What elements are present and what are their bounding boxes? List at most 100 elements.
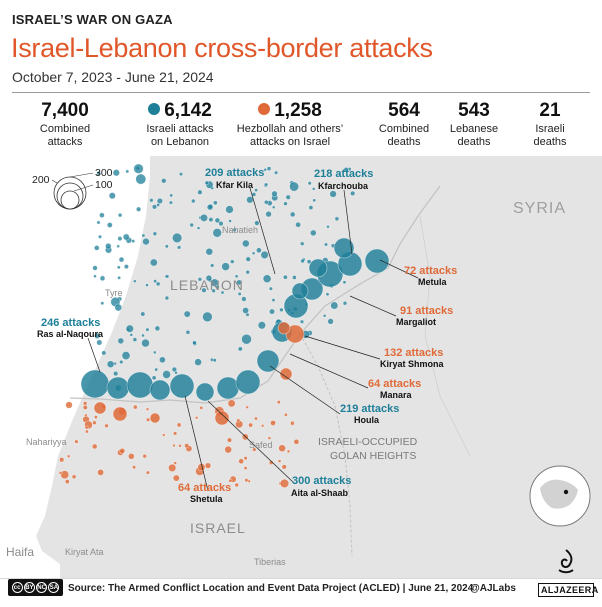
- lebanese-attack-dot: [85, 429, 89, 434]
- kicker: ISRAEL’S WAR ON GAZA: [12, 12, 173, 27]
- lebanese-attack-dot: [267, 436, 272, 440]
- attack-map[interactable]: SYRIA LEBANON ISRAELI-OCCUPIED GOLAN HEI…: [0, 156, 602, 578]
- israeli-attack-dot: [189, 222, 194, 228]
- israeli-attack-dot: [141, 338, 150, 348]
- callout-place: Shetula: [190, 494, 224, 504]
- license-badge: cc BY NC SA: [8, 579, 63, 596]
- israeli-attack-dot: [342, 301, 348, 306]
- israeli-attack-dot: [174, 371, 178, 375]
- israeli-attack-dot: [326, 224, 330, 229]
- israeli-attack-dot: [133, 279, 137, 283]
- leader-lines: [87, 187, 419, 492]
- israeli-attack-dot: [230, 259, 235, 264]
- israeli-attack-dot: [246, 196, 254, 204]
- lebanese-attack-dot: [74, 439, 79, 444]
- locator-globe: [529, 465, 591, 527]
- israeli-attack-dot: [271, 298, 276, 303]
- israeli-attack-dot: [343, 166, 349, 173]
- israeli-attack-dot: [149, 258, 158, 267]
- israeli-attack-dot: [96, 170, 101, 176]
- israeli-attack-dot: [350, 190, 356, 197]
- leader-line: [249, 187, 276, 275]
- israeli-attack-dot: [262, 274, 272, 283]
- israeli-attack-dot: [96, 220, 101, 225]
- lebanese-attack-dot: [227, 399, 236, 408]
- stat-lebanese-deaths: 543 Lebanese deaths: [442, 100, 506, 149]
- callout-place: Kfarchouba: [318, 181, 369, 191]
- header-divider: [12, 92, 590, 93]
- callout-count: 64 attacks: [178, 482, 231, 494]
- stat-combined-attacks: 7,400 Combined attacks: [20, 100, 110, 149]
- lebanese-attack-dot: [119, 447, 126, 454]
- israeli-attack-dot: [228, 219, 232, 223]
- leader-line: [289, 353, 369, 389]
- lebanese-attack-dot: [244, 478, 249, 483]
- callout-shetula: 64 attacks Shetula: [178, 482, 231, 504]
- lebanese-attack-dot: [276, 400, 281, 405]
- stat-label: Israeli attacks on Lebanon: [146, 123, 214, 148]
- israeli-attack-dot: [162, 370, 171, 379]
- stat-lebanese-attacks: 1,258 Hezbollah and others’ attacks on Is…: [224, 100, 356, 149]
- lebanese-attack-dot: [97, 468, 104, 476]
- lebanese-attack-dot: [254, 416, 258, 421]
- lebanese-attack-dot: [91, 443, 98, 450]
- israeli-attack-dot: [311, 187, 316, 191]
- israeli-attack-dot: [158, 356, 166, 364]
- israeli-attack-dot: [117, 337, 125, 345]
- israeli-attack-dot: [327, 318, 334, 325]
- lebanese-attack-dot: [133, 404, 138, 410]
- israeli-attack-dot: [153, 279, 158, 284]
- israeli-attack-dot: [156, 197, 163, 205]
- israeli-attack-cluster: [106, 376, 130, 400]
- israeli-attack-cluster: [364, 248, 390, 274]
- israeli-attack-dot: [119, 359, 124, 365]
- israeli-attack-dot: [132, 337, 138, 342]
- israeli-attack-dot: [196, 226, 201, 230]
- lebanese-attack-dot: [252, 447, 257, 452]
- stat-label: Combined attacks: [39, 123, 91, 148]
- israeli-attack-dot: [210, 278, 219, 287]
- israeli-attack-dot: [142, 237, 150, 246]
- israeli-attack-dot: [254, 220, 260, 226]
- israeli-attack-dot: [251, 251, 256, 256]
- israeli-attack-dot: [322, 314, 327, 318]
- israeli-attack-dot: [101, 350, 107, 356]
- israeli-attack-dot: [123, 264, 129, 270]
- israeli-attack-dot: [210, 263, 215, 268]
- israeli-attack-dot: [254, 188, 259, 193]
- lebanese-attack-dot: [243, 466, 248, 471]
- callout-kfarchouba: 218 attacks Kfarchouba: [314, 168, 373, 191]
- israeli-attack-dot: [205, 247, 214, 256]
- lebanese-attack-dot: [59, 457, 65, 463]
- israeli-attack-dot: [289, 181, 299, 192]
- callout-margaliot: 91 attacks Margaliot: [396, 305, 453, 327]
- callout-metula: 72 attacks Metula: [404, 265, 457, 287]
- israeli-attack-dot: [215, 284, 220, 289]
- israeli-attack-dot: [121, 351, 131, 360]
- leader-line: [87, 337, 101, 373]
- stat-israeli-attacks: 6,142 Israeli attacks on Lebanon: [126, 100, 234, 149]
- legend-label-200: 200: [32, 174, 50, 186]
- israeli-attack-dot: [234, 274, 239, 279]
- israeli-attack-cluster: [235, 369, 261, 395]
- footer-divider: [0, 578, 602, 579]
- lebanese-attack-dot: [234, 482, 239, 488]
- israeli-attack-dot: [242, 239, 250, 248]
- lebanese-attack-dot: [172, 443, 176, 448]
- israeli-attack-dot: [192, 340, 197, 345]
- lebanese-attack-dot: [278, 444, 286, 453]
- israeli-attack-dot: [169, 193, 174, 198]
- callout-place: Metula: [418, 277, 447, 287]
- callout-count: 218 attacks: [314, 168, 373, 180]
- syria-border: [419, 215, 471, 457]
- lebanese-attack-dot: [64, 479, 70, 484]
- israeli-attack-dot: [92, 265, 98, 271]
- lebanese-attack-dot: [132, 465, 137, 470]
- israeli-attack-dot: [218, 220, 224, 227]
- lebanese-attack-dot: [176, 422, 182, 428]
- israeli-attack-dot: [242, 307, 249, 314]
- lebanese-attack-dot: [104, 423, 109, 428]
- label-lebanon: LEBANON: [170, 277, 244, 293]
- israeli-attack-dot: [116, 265, 121, 270]
- handle: @AJLabs: [470, 583, 516, 594]
